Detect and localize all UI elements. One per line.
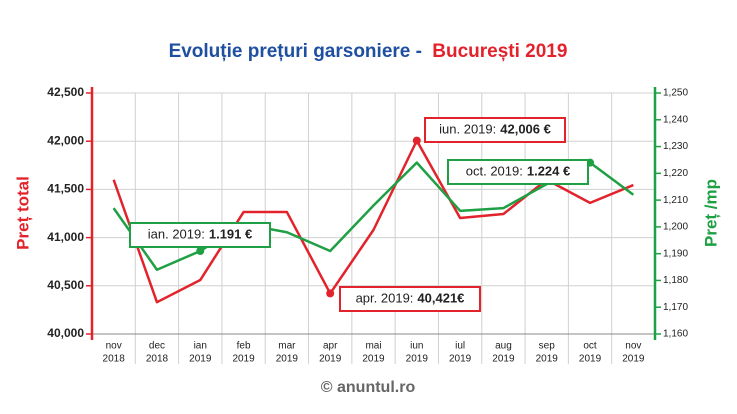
- y2-tick-label: 1,190: [663, 248, 688, 259]
- marker: [412, 136, 421, 145]
- x-tick-label: iun: [410, 341, 423, 352]
- chart-title-group: Evoluție prețuri garsoniere - București …: [169, 41, 568, 62]
- y-tick-label: 40,500: [47, 278, 84, 292]
- x-tick-label: 2019: [362, 354, 385, 365]
- x-tick-label: oct: [583, 341, 597, 352]
- x-tick-label: ian: [194, 341, 207, 352]
- annotation-box: [129, 222, 271, 248]
- x-tick-label: 2019: [319, 354, 342, 365]
- y2-tick-label: 1,200: [663, 222, 688, 233]
- annotation: apr. 2019: 40,421€: [356, 291, 465, 306]
- annotation: iun. 2019: 42,006 €: [439, 122, 551, 137]
- y-tick-label: 41,000: [47, 230, 84, 244]
- annotation-text: apr. 2019:: [356, 291, 414, 306]
- y-tick-label: 42,000: [47, 133, 84, 147]
- x-tick-label: 2018: [103, 354, 126, 365]
- annotation-box: [424, 117, 566, 143]
- annotation-text: iun. 2019:: [439, 122, 496, 137]
- annotation: ian. 2019: 1.191 €: [148, 227, 252, 242]
- annotation: oct. 2019: 1.224 €: [466, 164, 570, 179]
- y2-tick-label: 1,230: [663, 141, 688, 152]
- annotation-value: 1.191 €: [209, 227, 252, 242]
- y2-tick-label: 1,160: [663, 329, 688, 340]
- x-tick-label: 2019: [492, 354, 515, 365]
- x-tick-label: 2019: [406, 354, 429, 365]
- x-tick-label: nov: [625, 341, 641, 352]
- annotation-text: ian. 2019:: [148, 227, 205, 242]
- marker: [196, 246, 205, 255]
- x-tick-label: 2019: [232, 354, 255, 365]
- y-tick-label: 40,000: [47, 326, 84, 340]
- x-tick-label: dec: [149, 341, 165, 352]
- y2-tick-label: 1,220: [663, 168, 688, 179]
- x-tick-label: aug: [495, 341, 512, 352]
- x-tick-label: feb: [237, 341, 251, 352]
- x-tick-label: 2018: [146, 354, 169, 365]
- chart-title-highlight: București 2019: [432, 41, 567, 62]
- x-tick-label: 2019: [579, 354, 602, 365]
- chart-title: Evoluție prețuri garsoniere -: [169, 41, 422, 62]
- y2-tick-label: 1,250: [663, 88, 688, 99]
- annotation-value: 40,421€: [417, 291, 464, 306]
- x-tick-label: iul: [455, 341, 465, 352]
- x-tick-label: 2019: [536, 354, 559, 365]
- y2-tick-label: 1,210: [663, 195, 688, 206]
- y2-tick-label: 1,180: [663, 275, 688, 286]
- annotation-text: oct. 2019:: [466, 164, 523, 179]
- y-axis-label: Preț total: [13, 176, 32, 250]
- y2-tick-label: 1,240: [663, 114, 688, 125]
- y-tick-label: 41,500: [47, 182, 84, 196]
- x-tick-label: mar: [278, 341, 296, 352]
- x-tick-label: mai: [365, 341, 381, 352]
- annotation-box: [339, 286, 481, 312]
- annotation-value: 42,006 €: [500, 122, 551, 137]
- x-tick-label: 2019: [622, 354, 645, 365]
- annotation-value: 1.224 €: [527, 164, 570, 179]
- x-tick-label: 2019: [276, 354, 299, 365]
- x-tick-label: apr: [323, 341, 338, 352]
- x-tick-label: sep: [539, 341, 556, 352]
- y2-axis-label: Preț /mp: [701, 179, 720, 247]
- annotation-box: [447, 159, 589, 185]
- marker: [326, 289, 335, 298]
- y2-tick-label: 1,170: [663, 302, 688, 313]
- x-tick-label: 2019: [449, 354, 472, 365]
- footer: © anuntul.ro: [321, 379, 416, 396]
- x-tick-label: nov: [106, 341, 122, 352]
- y-tick-label: 42,500: [47, 85, 84, 99]
- x-tick-label: 2019: [189, 354, 212, 365]
